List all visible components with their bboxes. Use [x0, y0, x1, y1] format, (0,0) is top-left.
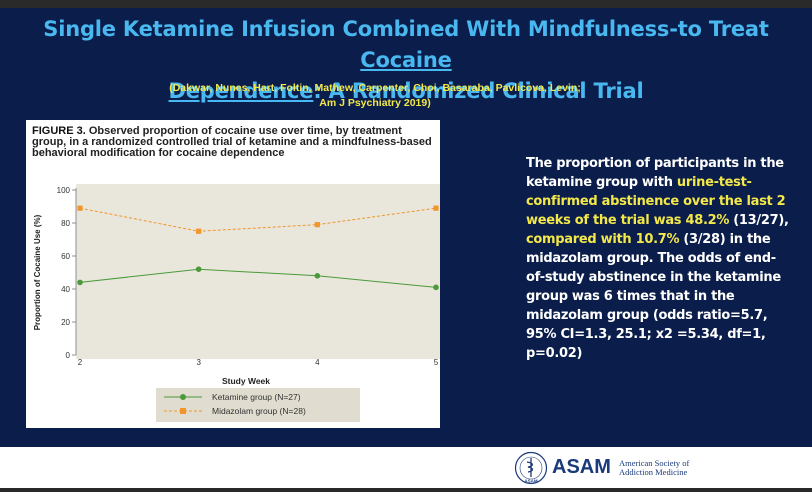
legend-box — [156, 388, 360, 422]
y-tick-label: 0 — [66, 351, 71, 360]
plot-area — [76, 184, 440, 359]
top-bar — [0, 0, 812, 8]
figure-label: FIGURE 3. — [32, 125, 86, 137]
data-point — [433, 284, 439, 291]
y-tick-label: 20 — [61, 318, 70, 327]
citation-journal: Am J Psychiatry 2019) — [319, 97, 431, 109]
citation-authors: (Dakwar, Nunes, Hart, Foltin, Mathew, Ca… — [169, 82, 581, 94]
summary-highlight-1: urine-test-confirmed abstinence over the… — [526, 175, 786, 228]
legend-label: Midazolam group (N=28) — [212, 406, 306, 416]
slide-title: Single Ketamine Infusion Combined With M… — [10, 14, 802, 107]
figure-image: FIGURE 3. Observed proportion of cocaine… — [26, 120, 440, 428]
y-tick-label: 100 — [57, 186, 71, 195]
x-tick-label: 5 — [434, 358, 439, 367]
title-text-2: : A Randomized Clinical Trial — [313, 79, 644, 103]
summary-part-3: (3/28) in the midazolam group. The odds … — [526, 232, 781, 361]
asam-subtitle-line-1: American Society of — [619, 458, 690, 468]
title-link-cocaine[interactable]: Cocaine — [360, 48, 452, 72]
y-tick-label: 60 — [61, 252, 70, 261]
asam-logo-subtitle: American Society of Addiction Medicine — [619, 459, 689, 477]
x-tick-label: 3 — [196, 358, 201, 367]
x-tick-label: 4 — [315, 358, 320, 367]
y-tick-label: 40 — [61, 285, 70, 294]
y-tick-label: 80 — [61, 219, 70, 228]
bottom-bar — [0, 488, 812, 492]
figure-caption: FIGURE 3. Observed proportion of cocaine… — [32, 126, 432, 159]
series-line-1 — [79, 268, 437, 288]
citation: (Dakwar, Nunes, Hart, Foltin, Mathew, Ca… — [150, 81, 600, 111]
title-link-dependence[interactable]: Dependence — [168, 79, 314, 103]
figure-caption-text: Observed proportion of cocaine use over … — [32, 125, 432, 159]
asam-subtitle-line-2: Addiction Medicine — [619, 467, 688, 477]
footer — [0, 447, 812, 488]
asam-seal-icon: ASAM — [514, 451, 548, 485]
data-point — [77, 279, 83, 286]
data-point — [314, 222, 320, 228]
slide: Single Ketamine Infusion Combined With M… — [0, 8, 812, 447]
y-axis-label: Proportion of Cocaine Use (%) — [33, 214, 42, 330]
asam-logo-text[interactable]: ASAM — [552, 456, 611, 478]
line-chart: 0 20 40 60 80 100 2 3 4 5 Study Week Proportion of … — [33, 184, 440, 422]
summary-part-2: (13/27), — [729, 213, 789, 228]
x-axis-label: Study Week — [222, 376, 270, 386]
legend-label: Ketamine group (N=27) — [212, 392, 301, 402]
title-text-1: Single Ketamine Infusion Combined With M… — [43, 17, 769, 41]
data-point — [195, 266, 202, 272]
data-point — [196, 228, 202, 234]
seal-text: ASAM — [524, 479, 538, 484]
data-point — [314, 273, 321, 279]
legend-marker — [180, 408, 186, 414]
x-tick-label: 2 — [78, 358, 83, 367]
series-line-2 — [79, 207, 437, 232]
summary-part-1: The proportion of participants in the ke… — [526, 156, 784, 190]
summary-text: The proportion of participants in the ke… — [526, 154, 790, 363]
legend-marker — [180, 394, 186, 400]
data-point — [77, 205, 83, 211]
data-point — [433, 205, 439, 211]
summary-highlight-2: compared with 10.7% — [526, 232, 680, 247]
